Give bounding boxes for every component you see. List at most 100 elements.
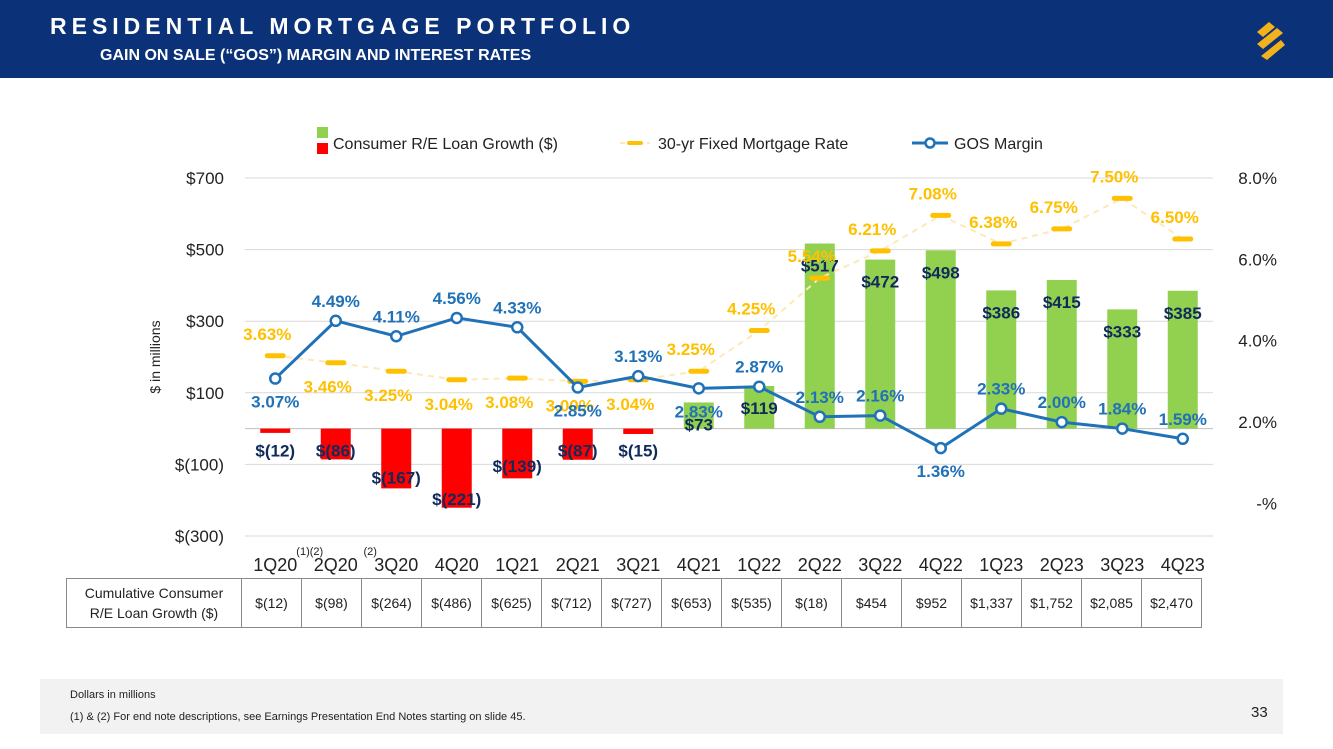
y2-tick-label: 4.0% [1238, 332, 1277, 351]
gos-margin-data-label: 2.33% [977, 380, 1025, 399]
x-tick-label: 1Q23 [979, 555, 1023, 575]
gos-margin-data-label: 2.83% [675, 402, 723, 421]
mortgage-rate-data-label: 3.46% [304, 378, 352, 397]
bar [865, 259, 896, 429]
bar [1107, 309, 1138, 429]
table-cell: $(653) [661, 578, 722, 628]
bar [623, 428, 654, 434]
mortgage-rate-data-label: 3.63% [243, 325, 291, 344]
mortgage-rate-data-label: 3.25% [667, 340, 715, 359]
bar-data-label: $(221) [432, 490, 481, 509]
slide-subtitle: GAIN ON SALE (“GOS”) MARGIN AND INTEREST… [100, 47, 532, 64]
gos-margin-data-label: 2.87% [735, 358, 783, 377]
bar-data-label: $(167) [372, 468, 421, 487]
gos-margin-data-label: 4.11% [373, 307, 420, 326]
footnote-endnotes: (1) & (2) For end note descriptions, see… [70, 711, 526, 723]
mortgage-rate-data-label: 4.25% [727, 300, 775, 319]
gos-margin-point [632, 369, 645, 383]
bar-data-label: $498 [922, 263, 960, 282]
y-tick-label: $300 [186, 312, 224, 331]
table-cell: $(625) [481, 578, 542, 628]
table-cell: $454 [841, 578, 902, 628]
legend-swatch-positive [317, 127, 328, 138]
mortgage-rate-line [275, 197, 1184, 383]
bar-data-label: $(139) [493, 457, 542, 476]
mortgage-rate-data-label: 5.54% [788, 247, 836, 266]
gos-margin-data-label: 2.13% [796, 388, 844, 407]
table-cell: $1,752 [1021, 578, 1082, 628]
slide-title: RESIDENTIAL MORTGAGE PORTFOLIO [50, 13, 636, 39]
bar-data-label: $472 [861, 273, 899, 292]
table-cell: $(12) [241, 578, 302, 628]
gos-margin-point [269, 372, 282, 385]
mortgage-rate-data-label: 3.08% [485, 393, 533, 412]
y-axis-title: $ in millions [147, 320, 163, 393]
mortgage-rate-data-label: 6.21% [848, 220, 896, 239]
bar-data-label: $333 [1103, 322, 1141, 341]
y2-tick-label: 6.0% [1238, 250, 1277, 269]
gos-margin-point [995, 402, 1008, 415]
table-cell: $(712) [541, 578, 602, 628]
legend-label: Consumer R/E Loan Growth ($) [333, 136, 558, 153]
x-tick-label: 3Q20 [374, 555, 418, 575]
bar [320, 428, 351, 460]
mortgage-rate-data-label: 6.38% [969, 213, 1017, 232]
bar-data-label: $(12) [255, 442, 295, 461]
x-tick-label: 2Q22 [798, 555, 842, 575]
table-row-label: Cumulative Consumer R/E Loan Growth ($) [66, 578, 242, 628]
y2-tick-label: 8.0% [1238, 169, 1277, 188]
bar-data-label: $386 [982, 303, 1020, 322]
table-cell: $(727) [601, 578, 662, 628]
table-row-label-line2: R/E Loan Growth ($) [89, 605, 219, 621]
table-cell: $(18) [781, 578, 842, 628]
legend-swatch-negative [317, 143, 328, 154]
gos-margin-point [753, 380, 766, 393]
gos-margin-point [511, 321, 524, 334]
gos-margin-point [329, 314, 342, 328]
gos-margin-point [692, 382, 705, 395]
bar [1167, 290, 1198, 429]
bar [260, 428, 291, 433]
mortgage-rate-data-label: 7.50% [1090, 167, 1138, 186]
y-tick-label: $500 [186, 241, 224, 260]
bar-data-label: $517 [801, 257, 839, 276]
x-tick-label: 1Q20 [253, 555, 297, 575]
footnote-units: Dollars in millions [70, 689, 156, 701]
table-cell: $(486) [421, 578, 482, 628]
gos-margin-point [1116, 422, 1129, 435]
bar [1046, 280, 1077, 429]
gos-margin-point [934, 441, 947, 455]
mortgage-rate-data-label: 6.75% [1030, 198, 1078, 217]
gos-margin-data-label: 3.07% [251, 393, 299, 412]
x-tick-label: 2Q21 [556, 555, 600, 575]
mortgage-rate-data-label: 7.08% [909, 184, 957, 203]
bar [683, 402, 714, 429]
table-cell: $(264) [361, 578, 422, 628]
mortgage-rate-data-label: 6.50% [1151, 208, 1199, 227]
y-tick-label: $700 [186, 169, 224, 188]
gos-margin-data-label: 1.84% [1098, 400, 1146, 419]
x-tick-label: 3Q21 [616, 555, 660, 575]
bar [441, 428, 472, 508]
gos-margin-data-label: 1.36% [917, 462, 965, 481]
bar [925, 250, 956, 429]
gos-margin-line [274, 316, 1183, 450]
bar-data-label: $(86) [316, 442, 356, 461]
table-cell: $952 [901, 578, 962, 628]
gos-margin-data-label: 4.33% [493, 298, 541, 317]
table-cell: $2,085 [1081, 578, 1142, 628]
x-tick-label: 4Q20 [435, 555, 479, 575]
gos-margin-point [1055, 415, 1068, 429]
footnote-mark: (2) [364, 546, 377, 558]
x-tick-label: 1Q21 [495, 555, 539, 575]
gos-margin-data-label: 4.56% [433, 289, 481, 308]
brand-s-logo-icon [1257, 22, 1285, 60]
gos-margin-point [390, 330, 403, 343]
x-tick-label: 3Q22 [858, 555, 902, 575]
table-cell: $(98) [301, 578, 362, 628]
legend-swatch-gos-marker [924, 137, 936, 149]
bar [562, 428, 593, 460]
table-row-label-line1: Cumulative Consumer [84, 585, 224, 601]
gos-margin-data-label: 2.85% [554, 402, 602, 421]
bar-data-label: $415 [1043, 293, 1081, 312]
